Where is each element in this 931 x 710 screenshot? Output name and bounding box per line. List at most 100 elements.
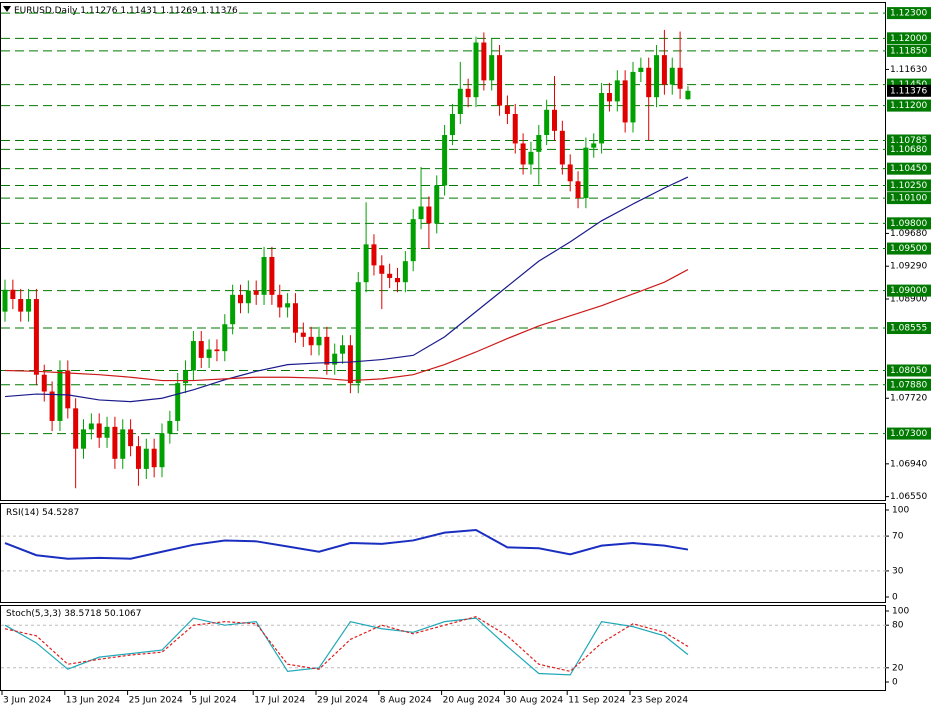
candle-body <box>26 299 32 312</box>
candle-body <box>214 349 220 352</box>
candle-body <box>277 294 283 308</box>
level-box <box>887 7 931 20</box>
candle-body <box>135 446 141 469</box>
level-box <box>887 44 931 57</box>
x-tick-label: 8 Aug 2024 <box>380 696 432 706</box>
level-box <box>887 364 931 377</box>
candle-body <box>638 67 644 72</box>
candle-body <box>418 206 424 220</box>
level-box <box>887 284 931 297</box>
symbol: EURUSD,Daily <box>14 6 78 16</box>
x-tick-label: 29 Jul 2024 <box>317 696 368 706</box>
x-tick-label: 5 Jul 2024 <box>191 696 236 706</box>
y-tick-label: 70 <box>892 532 904 542</box>
level-box <box>887 378 931 391</box>
candle-body <box>599 92 605 144</box>
candle-body <box>402 261 408 283</box>
candle-body <box>489 55 495 81</box>
current-price-label: 1.11376 <box>890 86 927 96</box>
y-tick-label: 1.09290 <box>890 262 927 272</box>
level-label: 1.07880 <box>890 380 927 390</box>
candle-body <box>473 42 479 98</box>
stoch-signal-line <box>4 616 689 673</box>
candle-body <box>308 336 314 346</box>
y-tick-label: 1.08900 <box>890 295 927 305</box>
stoch-main-value: 38.5718 <box>64 609 101 619</box>
candle-body <box>552 109 557 131</box>
candle-body <box>379 265 385 274</box>
y-tick-label: 100 <box>892 506 909 516</box>
candle-body <box>104 426 110 438</box>
level-box <box>887 192 931 205</box>
candle-body <box>340 345 346 354</box>
y-tick-label: 80 <box>892 621 904 631</box>
main-panel <box>0 2 886 501</box>
candle-body <box>198 341 204 358</box>
level-label: 1.07300 <box>890 429 927 439</box>
level-box <box>887 427 931 440</box>
candle-body <box>65 370 71 409</box>
candle-body <box>143 448 149 469</box>
close-value: 1.11376 <box>201 6 238 16</box>
x-tick-label: 30 Aug 2024 <box>505 696 563 706</box>
candle-body <box>497 55 503 106</box>
level-label: 1.10250 <box>890 181 927 191</box>
candle-body <box>544 109 550 136</box>
candle-body <box>167 420 173 434</box>
candle-body <box>206 349 212 358</box>
candle-body <box>324 336 330 365</box>
x-tick-label: 13 Jun 2024 <box>66 696 120 706</box>
candle-body <box>175 383 181 421</box>
stoch-panel <box>0 605 886 691</box>
candle-body <box>646 67 652 98</box>
candle-body <box>630 71 636 123</box>
rsi-panel <box>0 503 886 603</box>
candle-body <box>120 429 126 459</box>
candle-body <box>654 55 660 98</box>
candle-body <box>465 88 471 98</box>
level-label: 1.10450 <box>890 164 927 174</box>
candle-body <box>269 256 275 295</box>
candle-body <box>112 426 118 459</box>
candle-body <box>253 290 259 295</box>
current-price-box <box>887 84 931 97</box>
candle-body <box>96 423 102 438</box>
x-tick-label: 25 Jun 2024 <box>129 696 183 706</box>
stoch-label: Stoch(5,3,3) <box>6 609 61 619</box>
stoch-main-line <box>4 617 689 676</box>
level-label: 1.11850 <box>890 46 927 56</box>
candle-body <box>583 147 589 199</box>
candle-body <box>183 370 189 384</box>
candle-body <box>332 353 338 365</box>
y-tick-label: 30 <box>892 566 904 576</box>
x-tick-label: 3 Jun 2024 <box>3 696 52 706</box>
candle-body <box>190 341 196 371</box>
candle-body <box>520 143 526 165</box>
level-box <box>887 179 931 192</box>
candle-body <box>245 290 251 304</box>
candle-body <box>434 185 440 224</box>
candle-body <box>449 114 455 136</box>
candle-body <box>128 429 134 447</box>
candle-body <box>151 448 157 468</box>
candle-body <box>355 282 361 384</box>
y-tick-label: 1.07720 <box>890 394 927 404</box>
level-label: 1.10785 <box>890 136 927 146</box>
y-tick-label: 0 <box>892 593 898 603</box>
candle-body <box>504 105 510 115</box>
candle-body <box>81 429 86 449</box>
level-label: 1.08050 <box>890 366 927 376</box>
rsi-header: RSI(14) 54.5287 <box>6 508 79 518</box>
candle-body <box>528 151 534 165</box>
candle-body <box>591 143 597 148</box>
candle-body <box>18 299 24 312</box>
candle-body <box>567 164 573 182</box>
level-box <box>887 217 931 230</box>
chart-header: EURUSD,Daily 1.11276 1.11431 1.11269 1.1… <box>14 6 238 16</box>
candle-body <box>73 408 79 449</box>
high-value: 1.11431 <box>120 6 157 16</box>
candle-body <box>457 88 463 115</box>
candle-body <box>442 135 448 186</box>
